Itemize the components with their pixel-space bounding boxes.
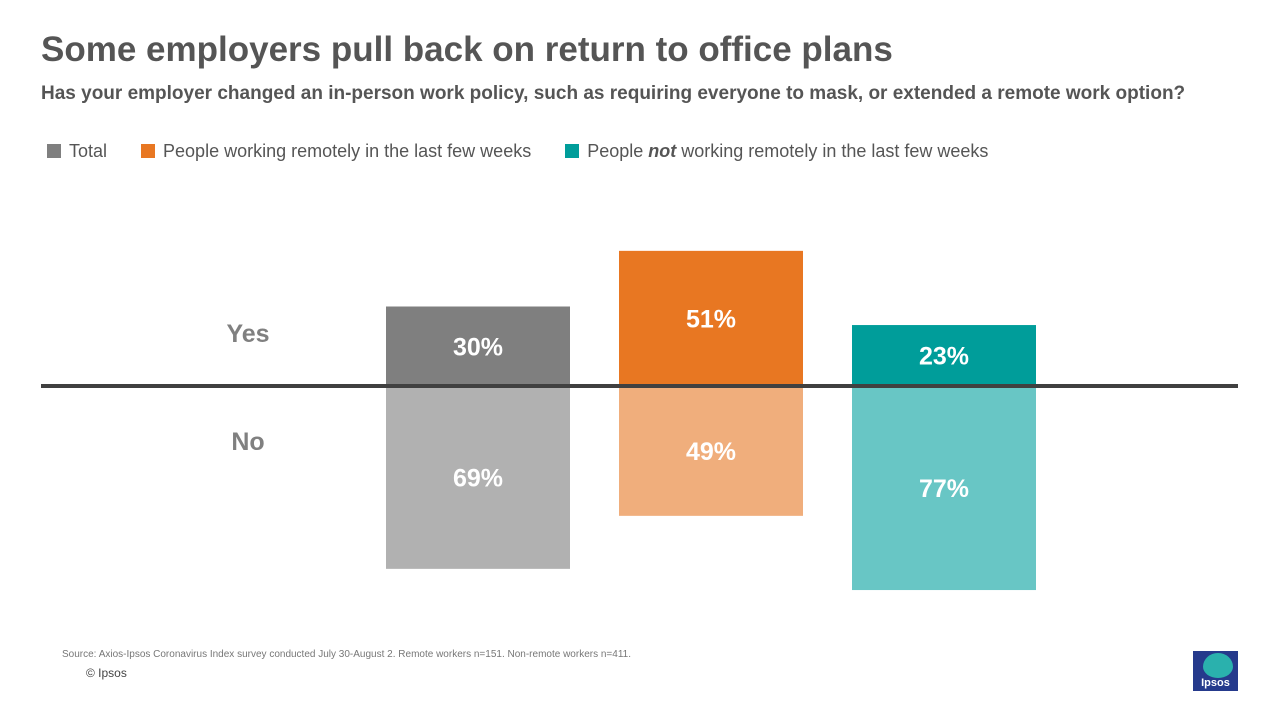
category-label-yes: Yes bbox=[226, 320, 269, 348]
legend-item-remote: People working remotely in the last few … bbox=[141, 141, 531, 162]
data-label-yes-remote: 51% bbox=[686, 305, 736, 333]
legend-label-total: Total bbox=[69, 140, 108, 161]
bar-no-remote bbox=[619, 386, 803, 516]
data-label-yes-not-remote: 23% bbox=[919, 343, 969, 371]
bar-yes-total bbox=[386, 306, 570, 386]
legend-swatch-remote bbox=[141, 144, 156, 158]
legend-label-remote: People working remotely in the last few … bbox=[163, 140, 532, 161]
legend-item-total: Total bbox=[47, 141, 107, 162]
bar-no-total bbox=[386, 386, 570, 569]
source-note: Source: Axios-Ipsos Coronavirus Index su… bbox=[62, 649, 631, 660]
ipsos-logo: Ipsos bbox=[1193, 651, 1238, 691]
legend-swatch-not-remote bbox=[565, 144, 580, 158]
data-label-no-remote: 49% bbox=[686, 438, 736, 466]
data-label-no-not-remote: 77% bbox=[919, 475, 969, 503]
data-label-no-total: 69% bbox=[453, 464, 503, 492]
bar-no-not-remote bbox=[852, 386, 1036, 591]
bar-yes-remote bbox=[619, 250, 803, 386]
chart-title: Some employers pull back on return to of… bbox=[41, 30, 893, 69]
legend-item-not-remote: People not working remotely in the last … bbox=[565, 141, 988, 162]
chart-subtitle: Has your employer changed an in-person w… bbox=[41, 83, 1186, 104]
data-label-yes-total: 30% bbox=[453, 333, 503, 361]
legend: Total People working remotely in the las… bbox=[47, 140, 988, 162]
bar-yes-not-remote bbox=[852, 325, 1036, 386]
legend-label-not-remote: People not working remotely in the last … bbox=[587, 140, 989, 161]
legend-swatch-total bbox=[47, 144, 61, 158]
category-label-no: No bbox=[231, 428, 264, 456]
copyright: © Ipsos bbox=[86, 666, 127, 680]
